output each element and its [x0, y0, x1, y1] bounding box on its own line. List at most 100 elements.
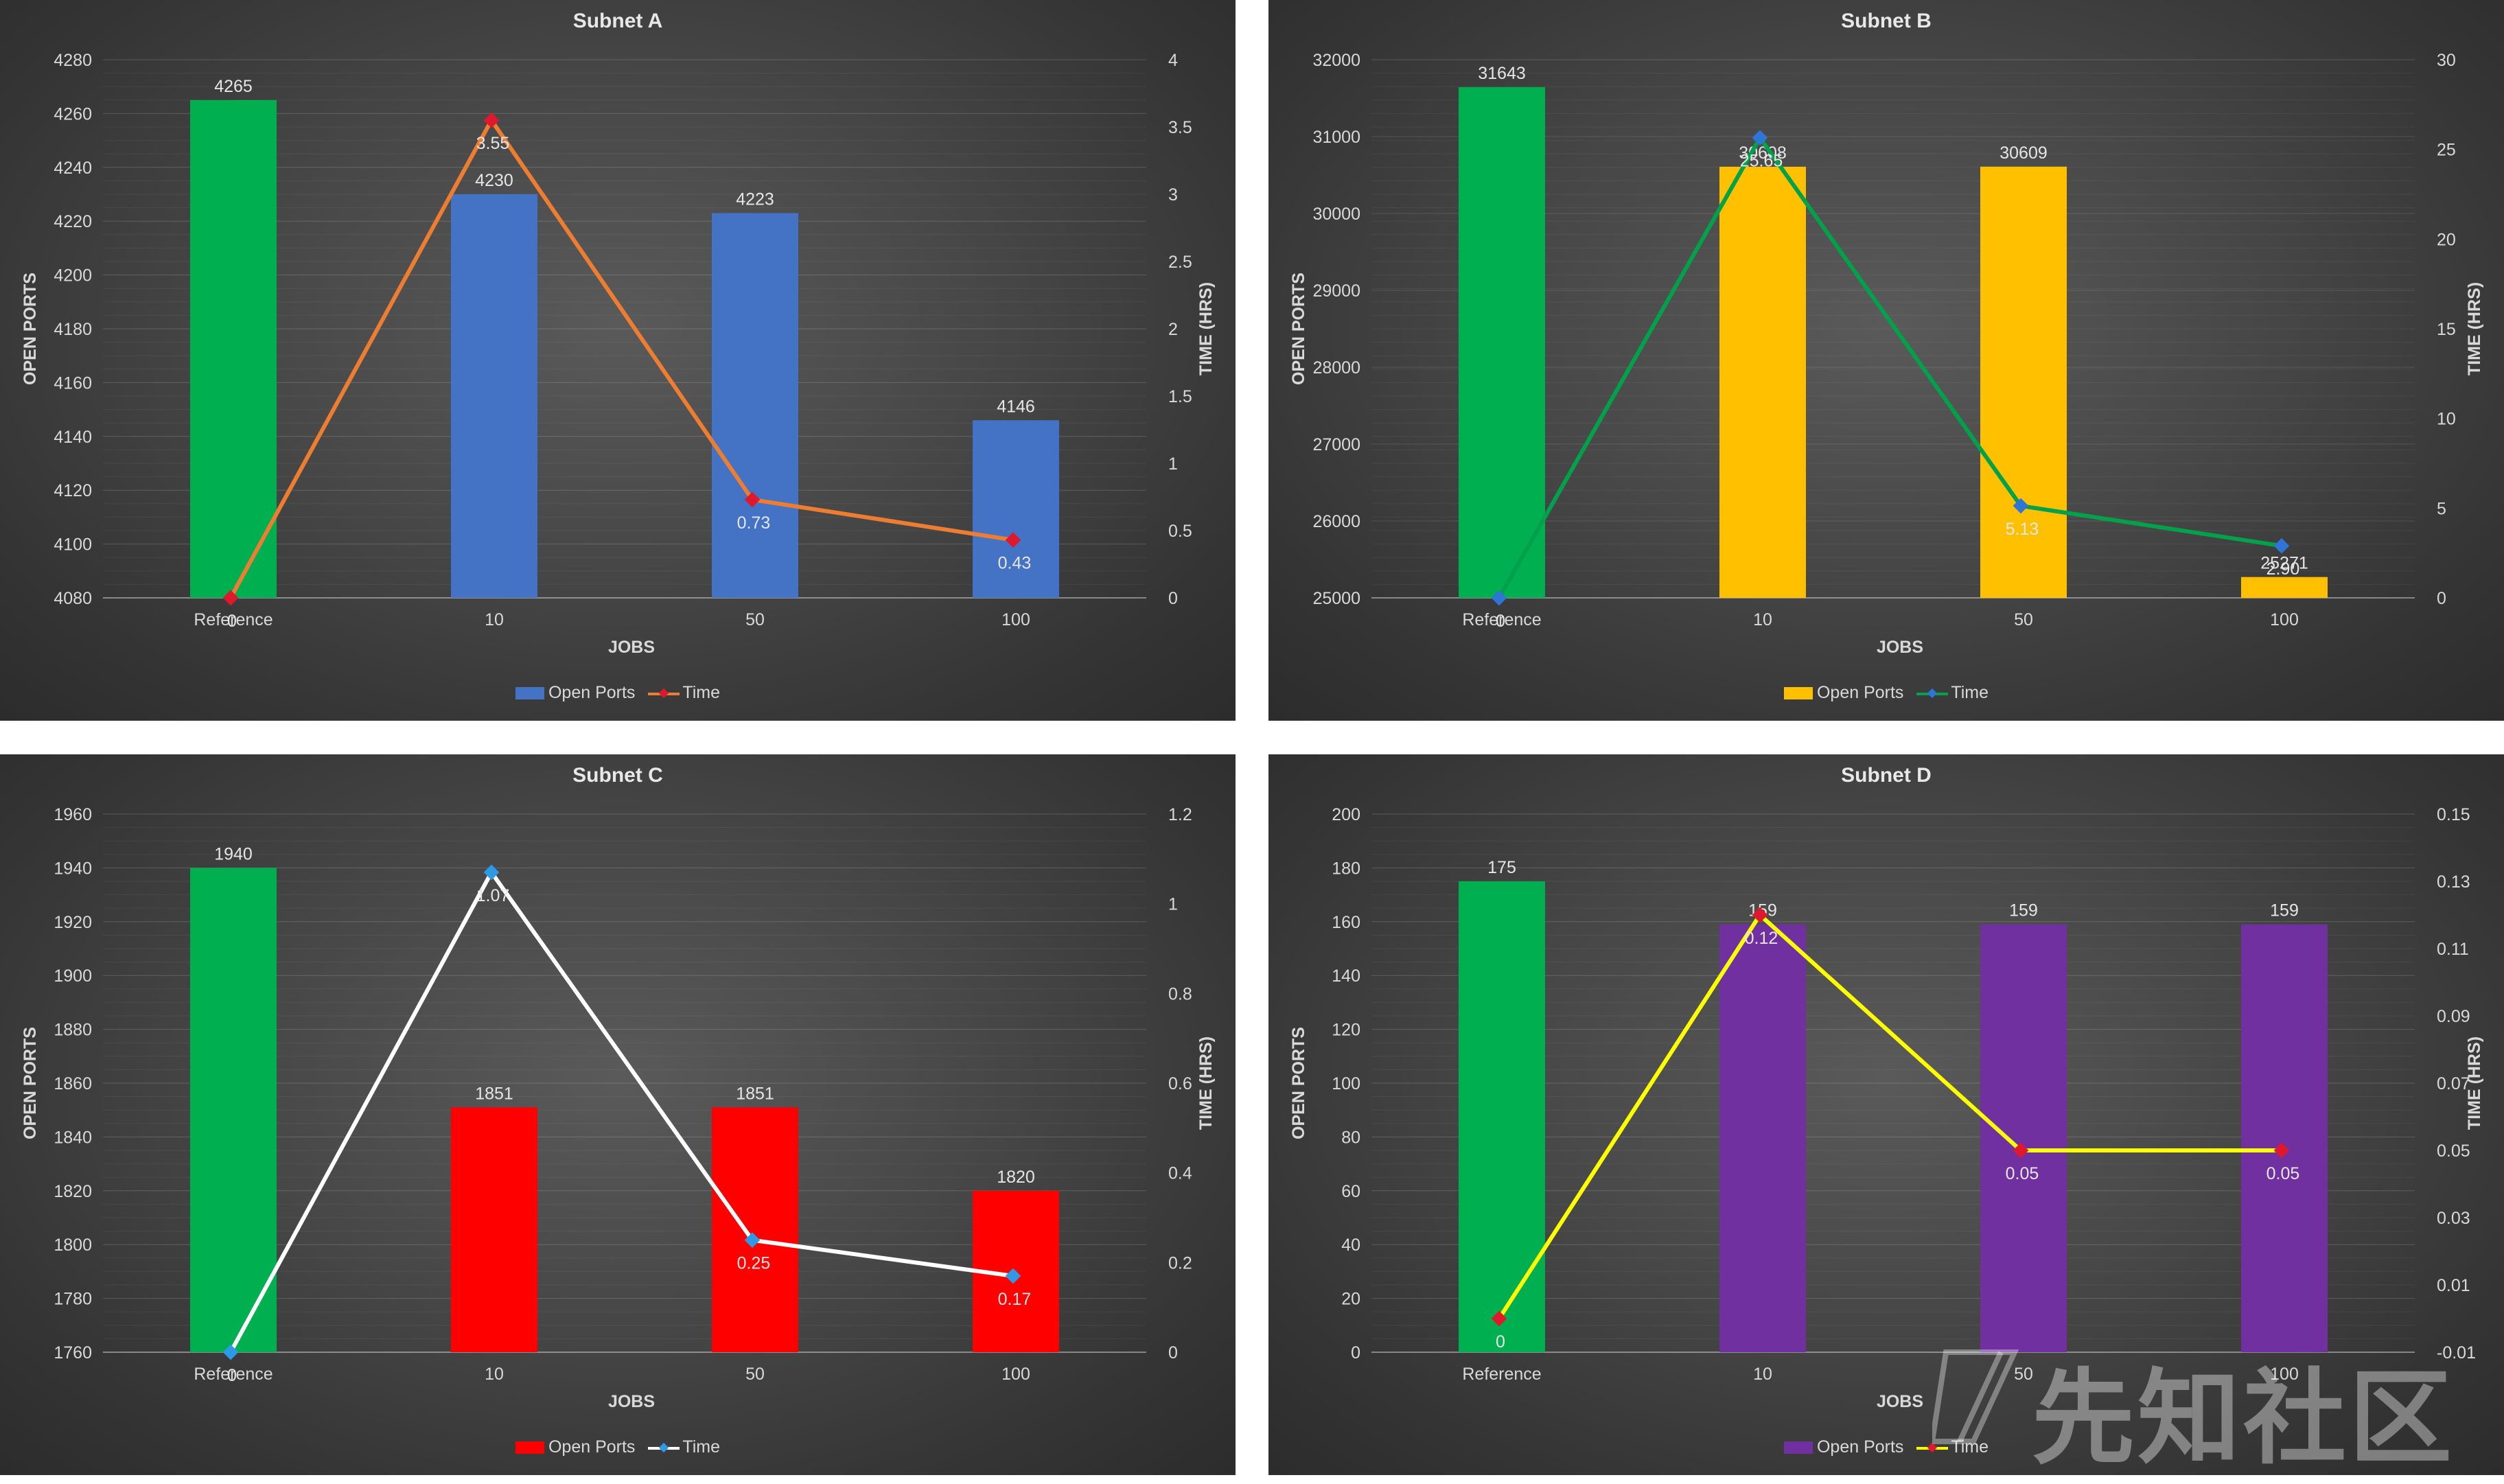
y2-tick-label: 0.13 — [2437, 872, 2470, 892]
legend-label: Time — [1951, 1437, 1989, 1457]
y-tick-label: 4080 — [54, 589, 92, 608]
chart-panel-subnet-a: Subnet A 4080 4100 4120 4140 4160 4180 4200 422… — [0, 0, 1236, 721]
y-tick-label: 1840 — [54, 1128, 92, 1147]
legend-item-time: Time — [648, 1437, 720, 1457]
watermark-logo-icon — [1932, 1349, 2019, 1444]
y-tick-label: 32000 — [1312, 51, 1360, 70]
chart-legend: Open Ports Time — [1268, 682, 2504, 703]
y-axis-title: OPEN PORTS — [21, 273, 40, 385]
y-tick-label: 160 — [1332, 913, 1360, 932]
x-tick-label: 50 — [745, 1365, 765, 1384]
y2-tick-label: 0 — [1168, 589, 1178, 608]
time-marker — [744, 491, 761, 508]
time-line — [1497, 135, 2282, 599]
y-tick-label: 27000 — [1312, 435, 1360, 454]
y-tick-label: 180 — [1332, 859, 1360, 878]
y2-tick-label: 0.8 — [1168, 984, 1192, 1004]
x-tick-label: 50 — [2014, 610, 2033, 629]
line-data-label: 2.90 — [2267, 559, 2300, 579]
time-marker — [2273, 537, 2290, 554]
y2-tick-label: 0.15 — [2437, 805, 2470, 824]
bar — [1459, 881, 1545, 1352]
y2-tick-label: 0.09 — [2437, 1007, 2470, 1026]
y2-tick-label: 0.05 — [2437, 1141, 2470, 1161]
y-tick-label: 1760 — [54, 1343, 92, 1363]
bar-data-label: 1851 — [475, 1084, 513, 1103]
legend-item-open-ports: Open Ports — [1783, 1437, 1903, 1457]
y2-tick-label: 0.01 — [2437, 1276, 2470, 1295]
y-tick-label: 4180 — [54, 320, 92, 339]
y-tick-label: 1900 — [54, 966, 92, 986]
chart-title: Subnet D — [1841, 764, 1932, 787]
y-tick-label: 1780 — [54, 1290, 92, 1309]
line-data-label: 1.07 — [476, 886, 510, 905]
bar — [2241, 924, 2328, 1352]
bar-data-label: 4146 — [997, 397, 1035, 416]
bar — [973, 420, 1059, 598]
y-tick-label: 4200 — [54, 266, 92, 286]
y2-tick-label: 0.03 — [2437, 1209, 2470, 1228]
bar — [1459, 86, 1545, 598]
x-tick-label: 10 — [1753, 610, 1772, 629]
y2-axis-title: TIME (HRS) — [1196, 282, 1216, 375]
y-tick-label: 140 — [1332, 966, 1360, 986]
x-tick-label: 100 — [1001, 1365, 1030, 1384]
time-marker — [1752, 907, 1768, 923]
bar — [190, 100, 277, 599]
y2-tick-label: 0.11 — [2437, 940, 2469, 959]
legend-swatch-bar — [1783, 687, 1813, 700]
bar-data-label: 159 — [2270, 901, 2299, 920]
y2-tick-label: 2.5 — [1168, 253, 1192, 272]
legend-label: Open Ports — [548, 682, 636, 702]
y2-tick-label: -0.01 — [2437, 1343, 2476, 1363]
bar-data-label: 30609 — [1999, 143, 2048, 163]
x-axis-title: JOBS — [1877, 638, 1923, 657]
y2-tick-label: 15 — [2437, 320, 2456, 339]
time-marker — [222, 1344, 239, 1360]
y2-tick-label: 30 — [2437, 51, 2456, 70]
y2-tick-label: 0 — [1168, 1343, 1178, 1363]
legend-label: Open Ports — [1816, 682, 1904, 702]
x-tick-label: Reference — [1462, 610, 1541, 629]
y-tick-label: 1920 — [54, 913, 92, 932]
line-data-label: 0.12 — [1745, 929, 1778, 948]
y-tick-label: 30000 — [1312, 205, 1360, 224]
bar — [451, 1107, 537, 1352]
y-tick-label: 100 — [1332, 1074, 1360, 1093]
chart-plot: 020406080100120140160180200-0.010.010.03… — [1289, 805, 2484, 1411]
bar — [712, 213, 798, 598]
time-marker — [1752, 130, 1768, 146]
bar-data-label: 4265 — [214, 77, 253, 96]
x-tick-label: Reference — [194, 610, 273, 629]
bar-data-label: 4230 — [475, 171, 513, 190]
legend-swatch-bar — [515, 687, 544, 700]
y-tick-label: 0 — [1351, 1343, 1360, 1363]
x-tick-label: 10 — [1753, 1365, 1772, 1384]
legend-swatch-line — [648, 687, 680, 699]
legend-item-open-ports: Open Ports — [1783, 682, 1904, 703]
y2-tick-label: 0.2 — [1168, 1253, 1192, 1273]
bar-data-label: 4223 — [736, 189, 774, 209]
y-tick-label: 31000 — [1312, 128, 1360, 147]
legend-swatch-bar — [515, 1441, 544, 1454]
y-tick-label: 1880 — [54, 1021, 92, 1040]
y2-tick-label: 1.2 — [1168, 805, 1192, 824]
y-tick-label: 4160 — [54, 373, 92, 393]
chart-plot: 1760 1780 1800 1820 1840 1860 1880 1900 1920 1940… — [21, 805, 1216, 1411]
x-tick-label: 100 — [2270, 1365, 2299, 1384]
time-marker — [2013, 1142, 2029, 1159]
y-tick-label: 28000 — [1312, 358, 1360, 378]
time-marker — [1491, 590, 1507, 606]
y-tick-label: 20 — [1341, 1290, 1360, 1309]
y-tick-label: 29000 — [1312, 281, 1360, 301]
x-tick-label: 100 — [1001, 610, 1030, 629]
y-axis-title: OPEN PORTS — [21, 1027, 40, 1139]
x-axis-title: JOBS — [1877, 1392, 1923, 1411]
line-data-label: 0 — [227, 612, 237, 631]
bar — [2241, 577, 2328, 598]
y-tick-label: 4240 — [54, 159, 92, 178]
watermark-text: 先知社区 — [2032, 1359, 2455, 1479]
x-tick-label: Reference — [1462, 1365, 1541, 1384]
y-tick-label: 1820 — [54, 1182, 92, 1201]
time-marker — [2013, 498, 2029, 514]
